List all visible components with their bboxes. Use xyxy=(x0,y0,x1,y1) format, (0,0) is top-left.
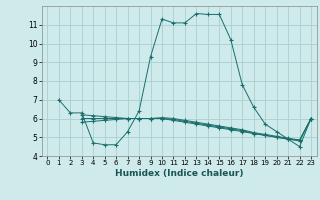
X-axis label: Humidex (Indice chaleur): Humidex (Indice chaleur) xyxy=(115,169,244,178)
